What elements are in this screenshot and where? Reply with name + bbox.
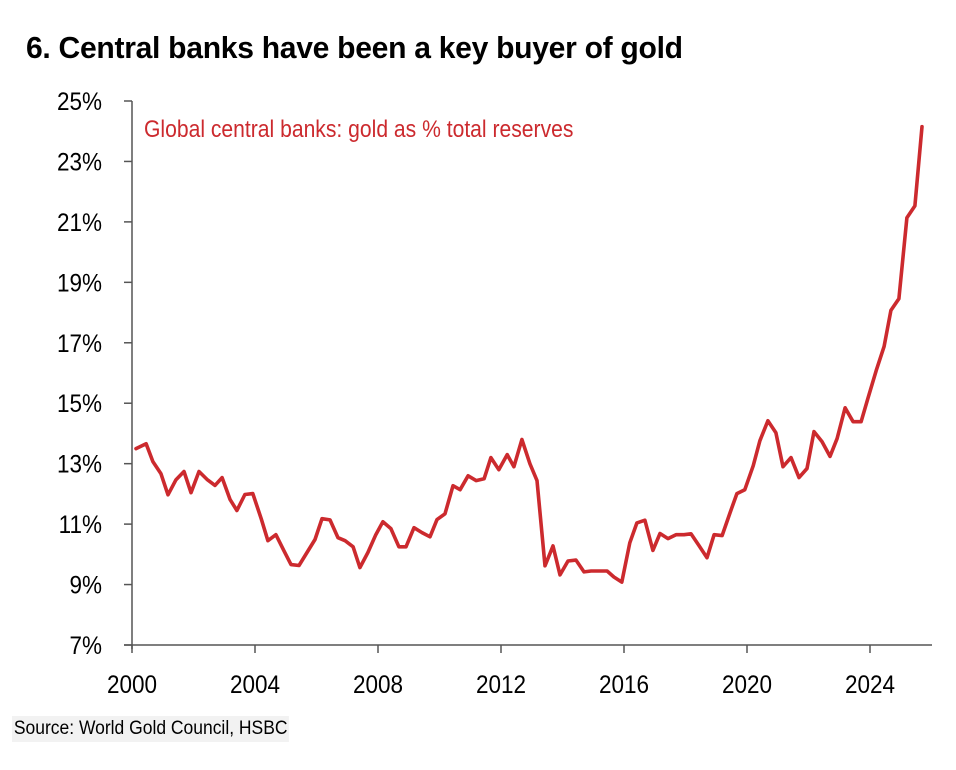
x-tick-label: 2024 <box>845 671 895 699</box>
series-layer <box>134 124 924 584</box>
y-tick-label: 11% <box>59 511 102 539</box>
x-axis: 2000 2004 2008 2012 2016 2020 2024 <box>107 644 932 699</box>
y-tick-label: 13% <box>57 451 102 479</box>
y-tick-label: 7% <box>69 632 102 660</box>
y-tick-label: 23% <box>57 148 102 176</box>
legend-label: Global central banks: gold as % total re… <box>144 116 573 143</box>
y-tick-label: 15% <box>57 390 102 418</box>
y-tick-label: 19% <box>57 269 102 297</box>
y-tick-label: 9% <box>69 571 102 599</box>
x-tick-label: 2008 <box>353 671 403 699</box>
series-line-gold-share <box>134 124 924 584</box>
x-tick-label: 2004 <box>230 671 280 699</box>
y-tick-label: 17% <box>57 330 102 358</box>
x-tick-label: 2012 <box>476 671 526 699</box>
x-tick-label: 2020 <box>722 671 772 699</box>
x-tick-label: 2016 <box>599 671 649 699</box>
chart-title: 6. Central banks have been a key buyer o… <box>26 30 683 65</box>
x-tick-label: 2000 <box>107 671 157 699</box>
y-axis: 7% 9% 11% 13% 15% 17% 19% 21% 23% 25% <box>57 88 133 660</box>
source-note: Source: World Gold Council, HSBC <box>12 716 290 742</box>
y-tick-label: 21% <box>57 209 102 237</box>
y-tick-label: 25% <box>57 88 102 116</box>
